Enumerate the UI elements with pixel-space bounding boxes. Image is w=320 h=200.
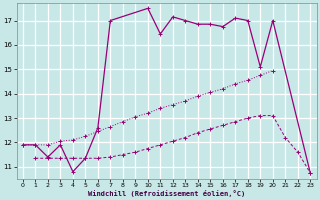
X-axis label: Windchill (Refroidissement éolien,°C): Windchill (Refroidissement éolien,°C)	[88, 190, 245, 197]
